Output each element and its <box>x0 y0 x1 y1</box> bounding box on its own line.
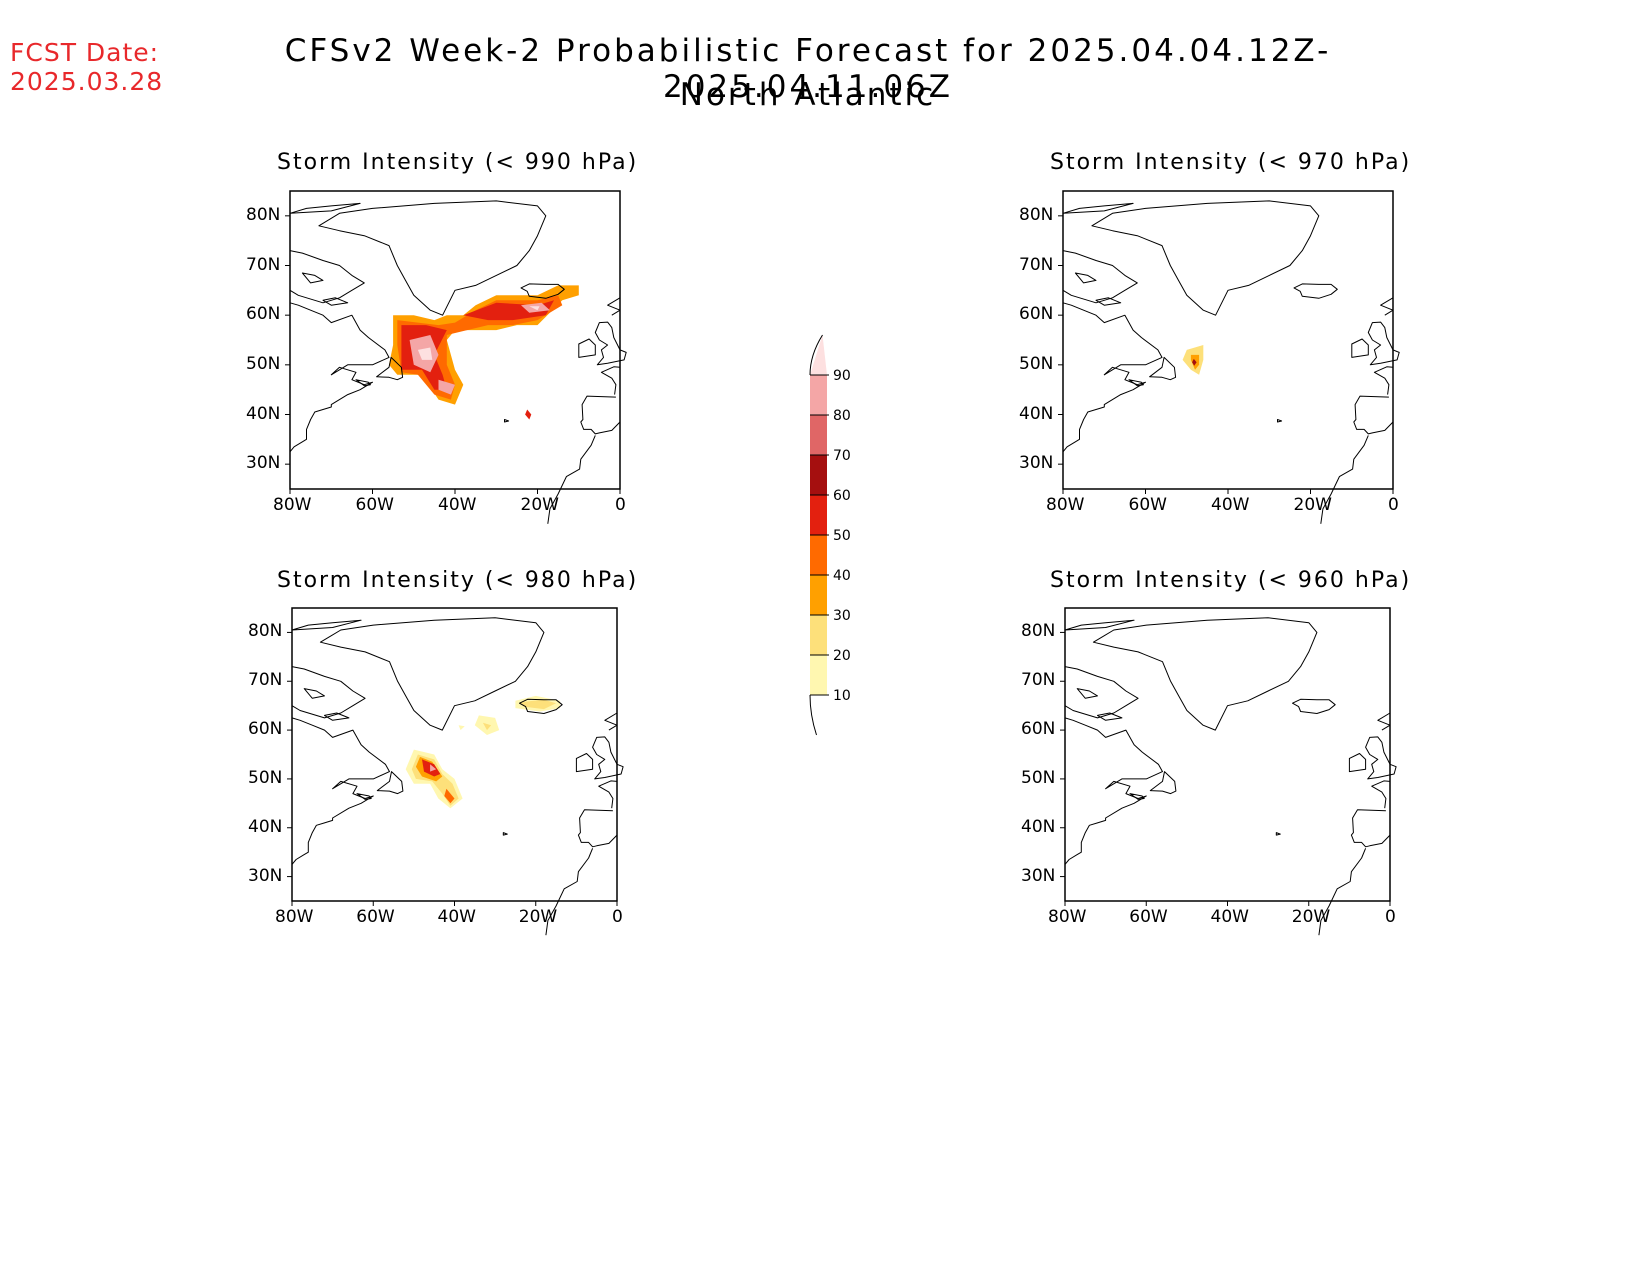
probability-contour <box>430 764 437 772</box>
lon-tick-label: 20W <box>520 495 559 515</box>
lat-tick-label: 50N <box>1021 767 1056 788</box>
lat-tick-label: 40N <box>248 816 283 837</box>
lat-tick-label: 80N <box>246 204 281 225</box>
map-frame <box>1064 607 1391 902</box>
lon-tick-label: 60W <box>355 495 394 515</box>
colorbar-segment <box>810 575 827 615</box>
lat-tick-label: 70N <box>246 254 281 275</box>
fcst-date-value: 2025.03.28 <box>10 67 164 96</box>
colorbar-top-cap <box>810 335 827 375</box>
lon-tick-label: 0 <box>612 907 623 927</box>
lon-tick-label: 80W <box>275 907 314 927</box>
lat-tick-label: 80N <box>1019 204 1054 225</box>
lon-tick-label: 60W <box>1129 907 1168 927</box>
map-panel <box>287 607 624 936</box>
map-panel <box>1060 607 1397 936</box>
colorbar-segment <box>810 375 827 415</box>
map-panel <box>285 190 627 524</box>
lon-tick-label: 80W <box>1048 907 1087 927</box>
colorbar-label: 50 <box>833 528 851 544</box>
colorbar-label: 90 <box>833 368 851 384</box>
map-content <box>1062 200 1400 524</box>
probability-contour <box>444 788 455 804</box>
probability-contour <box>525 409 532 420</box>
lon-tick-label: 20W <box>1293 495 1332 515</box>
lat-tick-label: 60N <box>1021 719 1056 740</box>
lon-tick-label: 80W <box>1046 495 1085 515</box>
colorbar-segment <box>810 495 827 535</box>
lon-tick-label: 80W <box>273 495 312 515</box>
lat-tick-label: 70N <box>1019 254 1054 275</box>
lat-tick-label: 80N <box>248 621 283 642</box>
colorbar-segment <box>810 535 827 575</box>
probability-contour <box>519 699 557 710</box>
lon-tick-label: 40W <box>1210 907 1249 927</box>
probability-contour <box>1192 358 1197 366</box>
map-content <box>1064 617 1397 936</box>
probability-contour <box>458 725 465 731</box>
lat-tick-label: 30N <box>248 865 283 886</box>
fcst-date-block: FCST Date: 2025.03.28 <box>10 38 163 96</box>
colorbar-label: 80 <box>833 408 851 424</box>
lon-tick-label: 40W <box>437 907 476 927</box>
lat-tick-label: 70N <box>248 670 283 691</box>
lat-tick-label: 40N <box>1021 816 1056 837</box>
map-frame <box>291 607 618 902</box>
lat-tick-label: 40N <box>246 403 281 424</box>
panel-title: Storm Intensity (< 980 hPa) <box>277 568 639 593</box>
page-title: CFSv2 Week-2 Probabilistic Forecast for … <box>284 33 1332 105</box>
probability-contour <box>417 347 433 360</box>
lon-tick-label: 60W <box>356 907 395 927</box>
map-frame <box>289 190 621 490</box>
colorbar: 90 80 70 60 50 40 30 20 10 <box>809 334 851 736</box>
colorbar-label: 20 <box>833 648 851 664</box>
map-content <box>289 200 627 524</box>
lat-tick-label: 60N <box>246 304 281 325</box>
lat-tick-label: 70N <box>1021 670 1056 691</box>
lon-tick-label: 20W <box>1291 907 1331 927</box>
lon-tick-label: 20W <box>518 907 558 927</box>
lon-tick-label: 60W <box>1128 495 1167 515</box>
colorbar-label: 30 <box>833 608 851 624</box>
fcst-date-label: FCST Date: <box>10 38 160 67</box>
lat-tick-label: 80N <box>1021 621 1056 642</box>
lat-tick-label: 50N <box>1019 353 1054 374</box>
lat-tick-label: 60N <box>1019 304 1054 325</box>
colorbar-segment <box>810 615 827 655</box>
lon-tick-label: 40W <box>1211 495 1250 515</box>
colorbar-label: 40 <box>833 568 851 584</box>
lon-tick-label: 0 <box>615 495 626 515</box>
lat-tick-label: 50N <box>246 353 281 374</box>
map-content <box>291 617 624 936</box>
lat-tick-label: 50N <box>248 767 283 788</box>
lat-tick-label: 30N <box>1021 865 1056 886</box>
probability-contour <box>482 722 492 731</box>
lon-tick-label: 40W <box>438 495 477 515</box>
lat-tick-label: 30N <box>1019 453 1054 474</box>
panel-title: Storm Intensity (< 960 hPa) <box>1050 568 1412 593</box>
lon-tick-label: 0 <box>1385 907 1396 927</box>
colorbar-segment <box>810 655 827 695</box>
lon-tick-label: 0 <box>1388 495 1399 515</box>
page-subtitle: North Atlantic <box>679 77 937 113</box>
map-panel <box>1058 190 1400 524</box>
colorbar-segment <box>810 415 827 455</box>
probability-contour <box>529 306 540 311</box>
lat-tick-label: 40N <box>1019 403 1054 424</box>
colorbar-segment <box>810 455 827 495</box>
panel-title: Storm Intensity (< 970 hPa) <box>1050 150 1412 175</box>
lat-tick-label: 60N <box>248 719 283 740</box>
lat-tick-label: 30N <box>246 453 281 474</box>
probability-contour <box>438 379 455 395</box>
colorbar-label: 10 <box>833 688 851 704</box>
panel-title: Storm Intensity (< 990 hPa) <box>277 150 639 175</box>
colorbar-label: 60 <box>833 488 851 504</box>
map-frame <box>1062 190 1394 490</box>
colorbar-label: 70 <box>833 448 851 464</box>
